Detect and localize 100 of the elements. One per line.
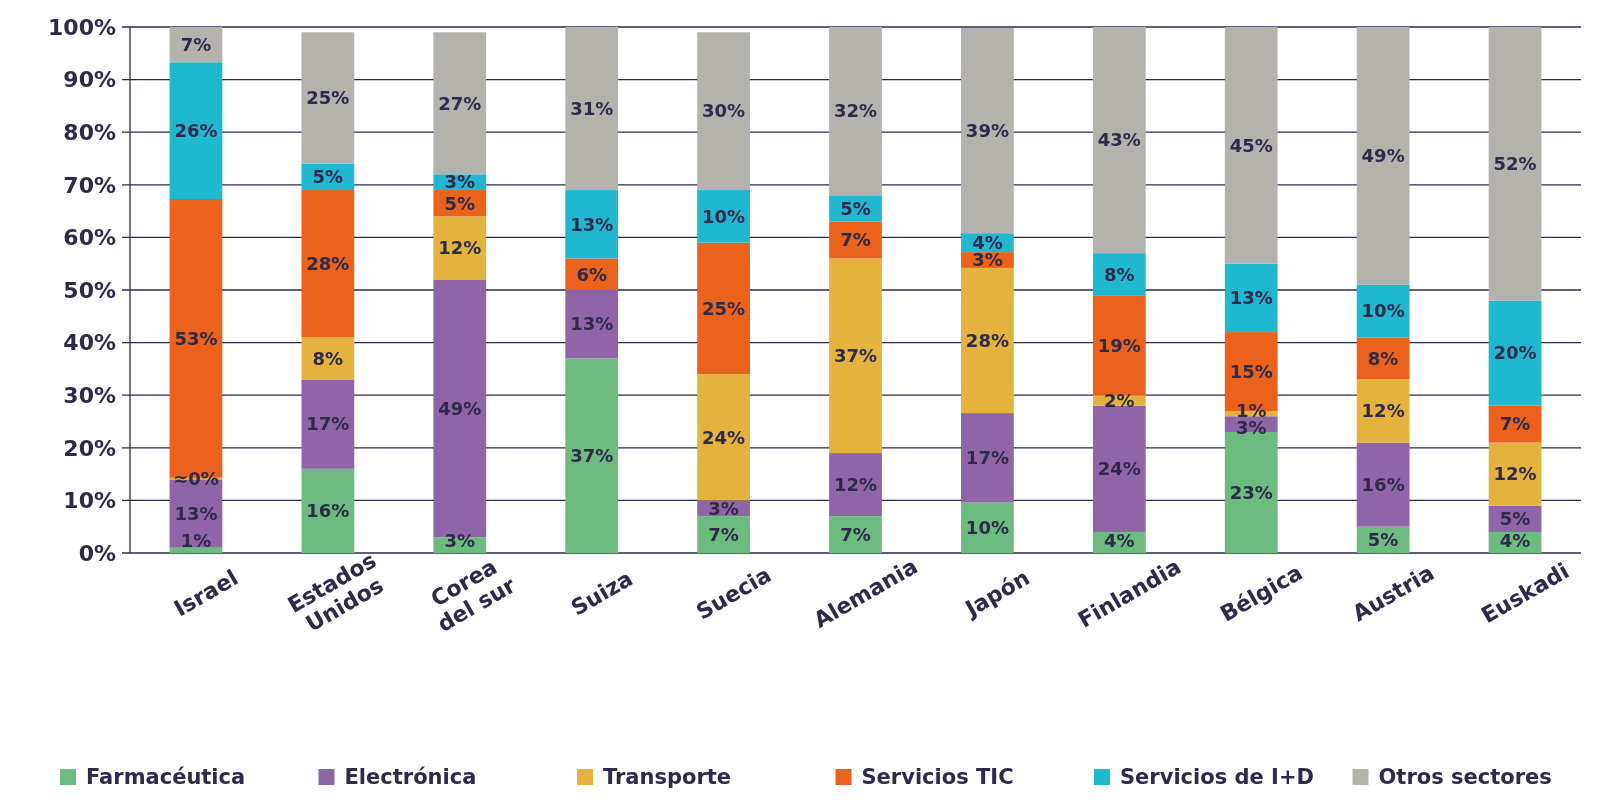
- bar: [433, 32, 487, 175]
- y-tick-label: 70%: [63, 172, 116, 198]
- y-tick-label: 30%: [63, 382, 116, 408]
- bar: [961, 28, 1014, 234]
- data-label: 27%: [438, 92, 482, 114]
- bar: [565, 290, 619, 359]
- data-label: 30%: [702, 100, 746, 122]
- bar: [1092, 295, 1146, 396]
- data-label: 20%: [1493, 342, 1537, 364]
- data-label: 12%: [1493, 463, 1537, 485]
- data-label: 37%: [833, 345, 878, 367]
- data-label: 26%: [174, 119, 218, 141]
- data-label: 13%: [570, 313, 614, 335]
- bar: [1356, 379, 1410, 443]
- bar: [169, 62, 223, 199]
- y-tick-label: 0%: [78, 540, 116, 566]
- data-label: 12%: [438, 237, 482, 259]
- legend-label: Electrónica: [344, 765, 477, 790]
- data-label: 52%: [1493, 153, 1537, 175]
- bar: [565, 190, 619, 259]
- data-label: 15%: [1229, 360, 1273, 382]
- legend-label: Farmacéutica: [86, 765, 246, 790]
- data-label: 17%: [965, 447, 1009, 469]
- data-label: 5%: [840, 197, 871, 219]
- bar: [169, 547, 223, 553]
- bar: [829, 453, 882, 517]
- bar: [1224, 27, 1278, 264]
- bar: [301, 190, 355, 338]
- bar: [1224, 263, 1278, 333]
- data-label: 13%: [1229, 287, 1273, 309]
- data-label: 3%: [444, 171, 476, 193]
- data-label: 16%: [1361, 473, 1405, 495]
- y-tick-label: 90%: [63, 67, 116, 93]
- data-label: ≈0%: [173, 467, 219, 489]
- data-label: 7%: [1499, 413, 1531, 435]
- data-label: 13%: [570, 213, 614, 235]
- data-label: 23%: [1229, 481, 1273, 503]
- data-label: 37%: [570, 444, 614, 466]
- bar: [829, 516, 882, 553]
- data-label: 43%: [1097, 129, 1141, 151]
- data-label: 3%: [708, 497, 739, 519]
- data-label: 45%: [1229, 134, 1273, 156]
- y-tick-label: 20%: [63, 435, 116, 461]
- bar: [1092, 405, 1146, 532]
- bar: [1356, 27, 1410, 285]
- bar: [301, 32, 355, 164]
- bar: [1224, 432, 1278, 553]
- data-label: 2%: [1104, 389, 1135, 411]
- bar: [565, 358, 619, 553]
- y-tick-label: 10%: [63, 488, 116, 514]
- bar: [697, 242, 750, 375]
- data-label: 1%: [1235, 399, 1267, 421]
- y-tick-label: 50%: [63, 277, 116, 303]
- data-label: 13%: [174, 502, 218, 524]
- data-label: 31%: [570, 97, 614, 119]
- data-label: 5%: [444, 192, 476, 214]
- data-label: 24%: [1097, 458, 1141, 480]
- data-label: 10%: [702, 205, 746, 227]
- bar: [1488, 27, 1542, 301]
- data-label: 1%: [180, 530, 212, 552]
- data-label: 28%: [306, 253, 350, 274]
- y-tick-label: 100%: [48, 14, 116, 40]
- bar: [697, 516, 750, 553]
- legend-label: Otros sectores: [1378, 765, 1552, 790]
- data-label: 8%: [312, 347, 344, 369]
- data-label: 25%: [306, 87, 350, 109]
- bar: [1488, 300, 1542, 406]
- legend-label: Servicios de I+D: [1120, 765, 1314, 790]
- data-label: 53%: [174, 327, 218, 349]
- data-label: 6%: [576, 263, 607, 285]
- data-label: 16%: [306, 500, 350, 522]
- data-label: 8%: [1104, 263, 1135, 285]
- legend-label: Transporte: [603, 765, 732, 790]
- legend-label: Servicios TIC: [861, 765, 1014, 790]
- data-label: 4%: [1499, 530, 1531, 552]
- bar: [697, 374, 750, 501]
- bar: [1356, 442, 1410, 527]
- bar: [961, 413, 1014, 503]
- data-label: 5%: [312, 166, 344, 188]
- data-label: 5%: [1367, 529, 1399, 551]
- bar: [829, 258, 882, 454]
- data-label: 4%: [1104, 530, 1135, 552]
- data-label: 12%: [833, 473, 878, 495]
- data-label: 7%: [840, 523, 871, 545]
- bar: [301, 468, 355, 553]
- bar: [1092, 27, 1146, 254]
- data-label: 24%: [702, 426, 746, 448]
- data-label: 17%: [306, 413, 350, 435]
- bar: [697, 32, 750, 191]
- bar: [301, 379, 355, 469]
- data-label: 3%: [444, 530, 476, 552]
- data-label: 39%: [965, 119, 1009, 141]
- y-tick-label: 60%: [63, 225, 116, 251]
- data-label: 7%: [840, 229, 871, 251]
- data-label: 49%: [438, 397, 482, 419]
- bar: [961, 267, 1014, 414]
- bar: [433, 216, 487, 280]
- data-label: 7%: [708, 523, 739, 545]
- data-label: 49%: [1361, 145, 1405, 167]
- bar: [565, 27, 619, 191]
